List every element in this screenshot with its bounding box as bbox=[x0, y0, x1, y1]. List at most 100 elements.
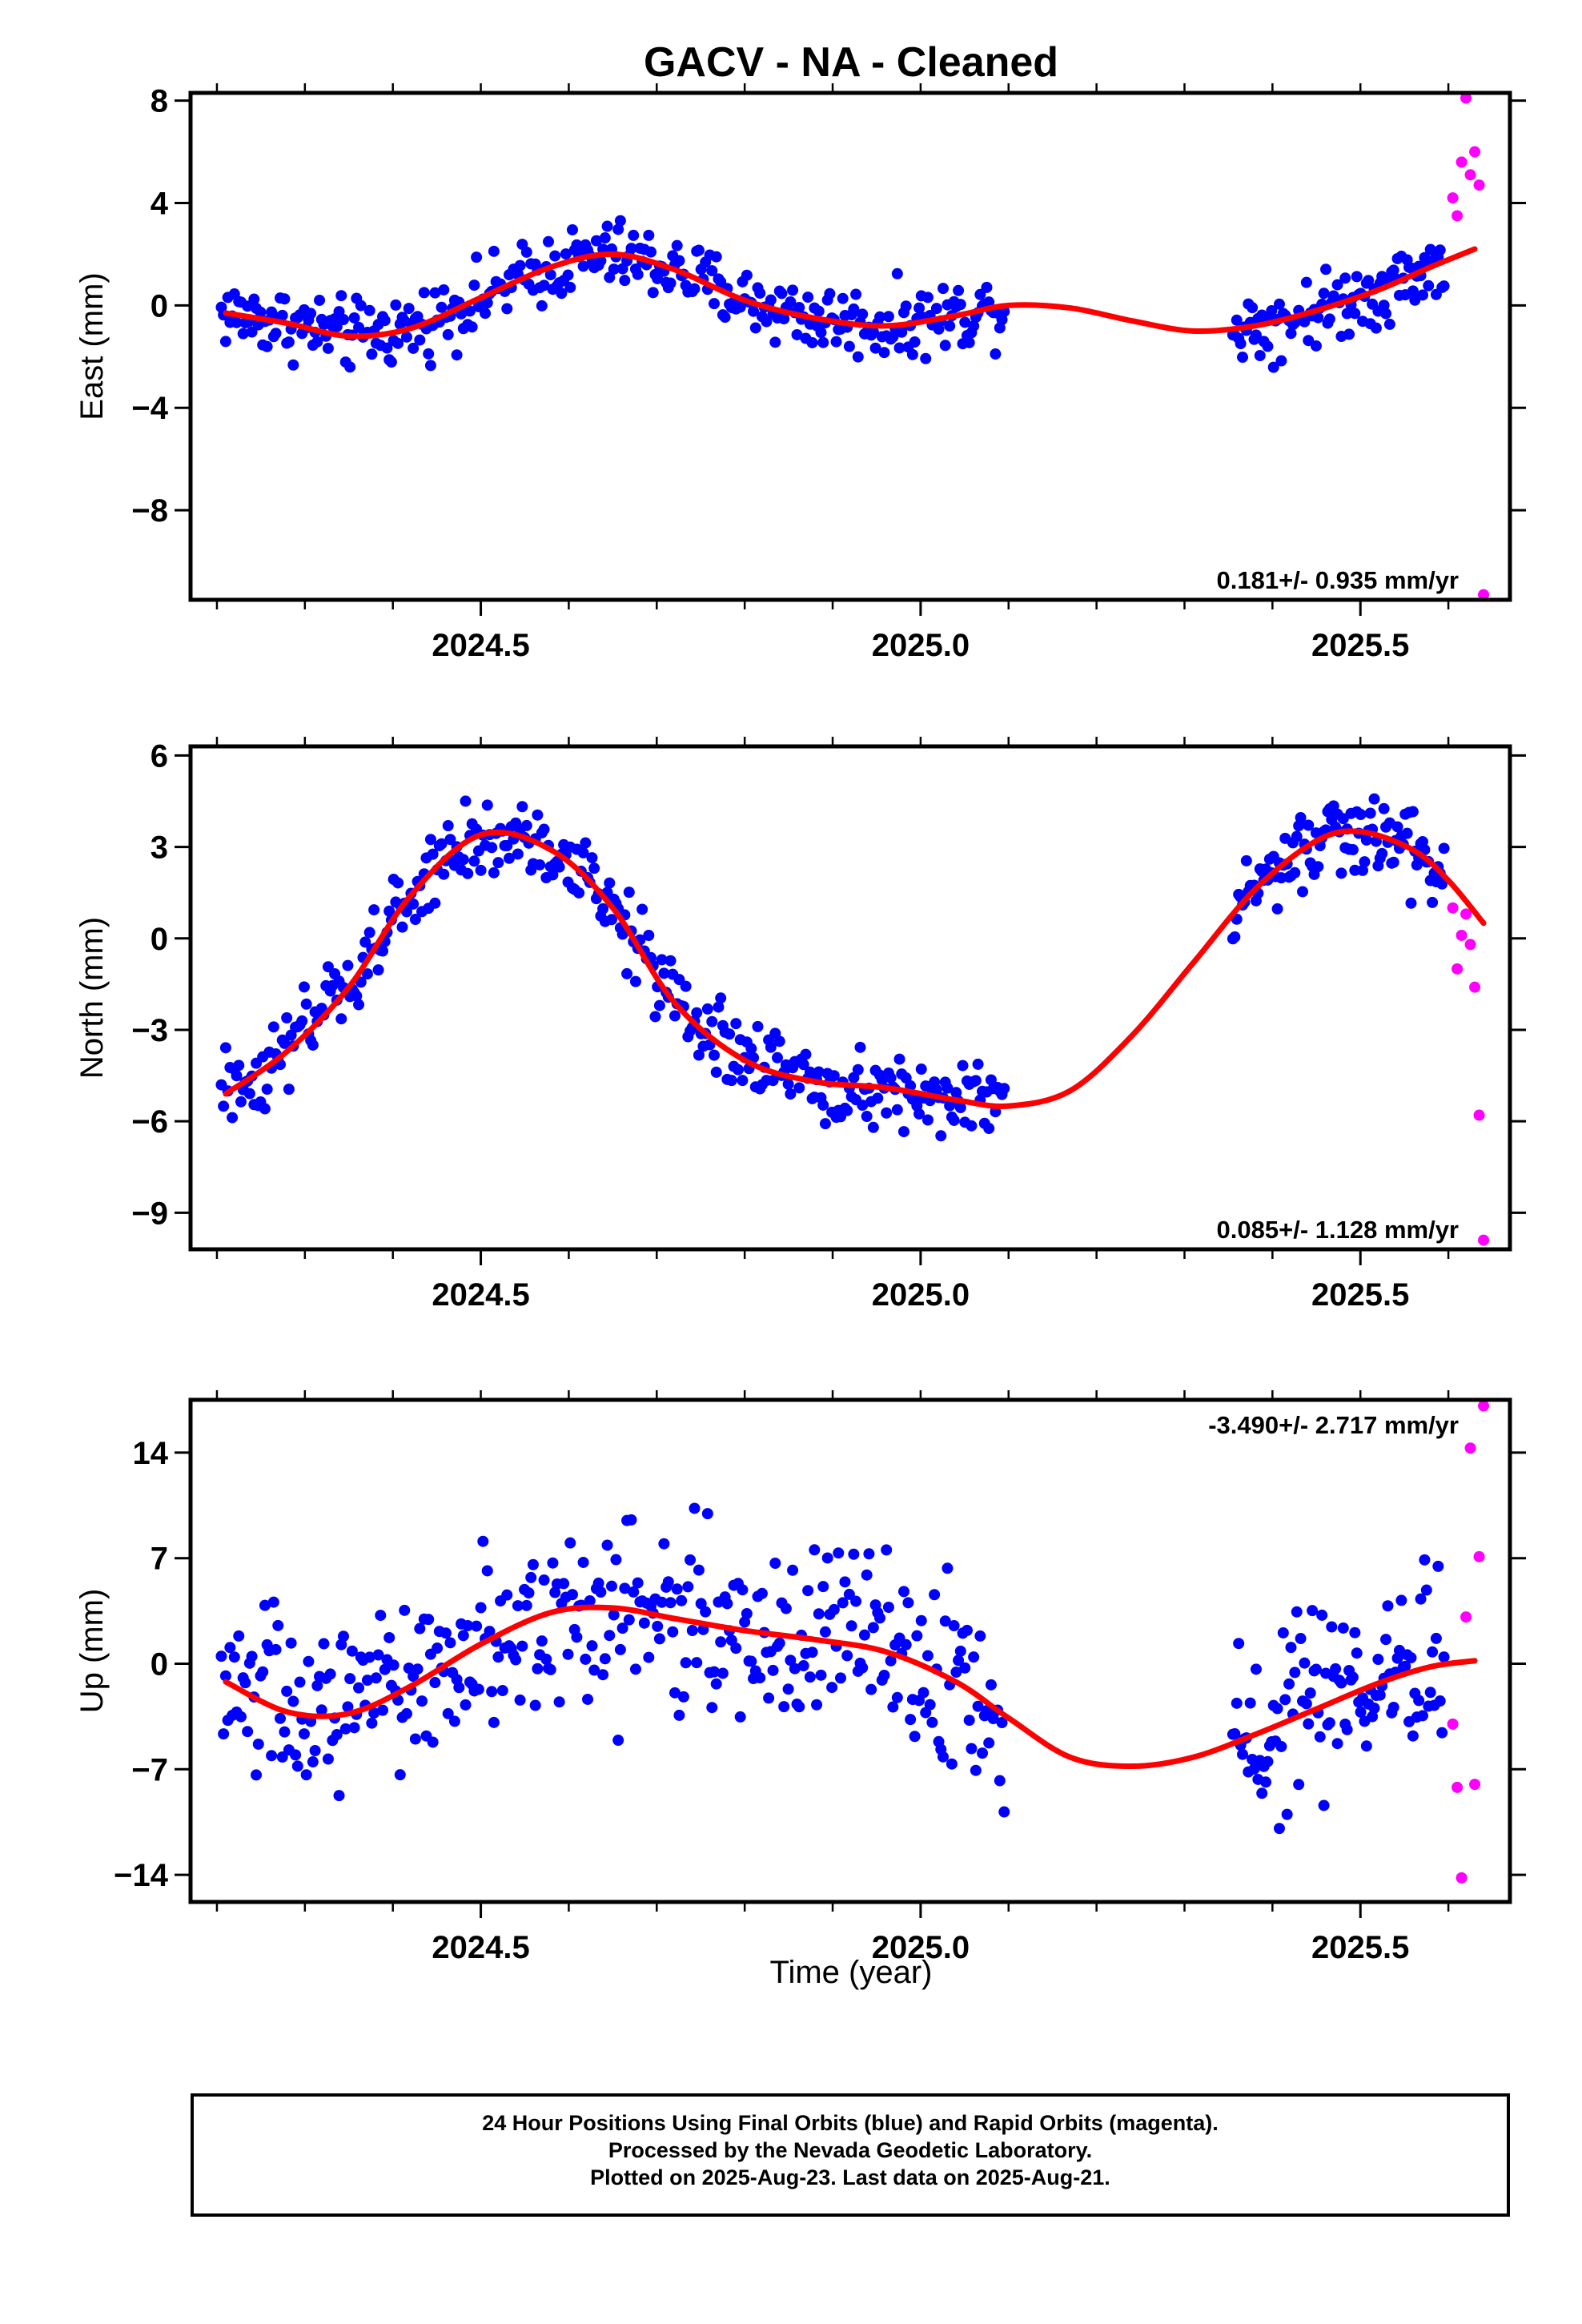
final-orbit-point bbox=[773, 1035, 785, 1047]
final-orbit-point bbox=[1359, 856, 1371, 868]
final-orbit-point bbox=[900, 1638, 912, 1651]
x-tick-label: 2025.5 bbox=[1311, 628, 1409, 663]
final-orbit-point bbox=[1427, 896, 1439, 908]
rapid-orbit-point bbox=[1456, 156, 1468, 168]
final-orbit-point bbox=[1416, 1710, 1428, 1722]
final-orbit-point bbox=[460, 795, 472, 807]
final-orbit-point bbox=[586, 852, 598, 864]
final-orbit-point bbox=[966, 1743, 978, 1755]
final-orbit-point bbox=[954, 1645, 966, 1657]
final-orbit-point bbox=[638, 1617, 650, 1629]
final-orbit-point bbox=[427, 848, 439, 860]
final-orbit-point bbox=[1383, 318, 1395, 330]
final-orbit-point bbox=[721, 1598, 733, 1610]
final-orbit-point bbox=[525, 1571, 537, 1583]
final-orbit-point bbox=[224, 1642, 236, 1654]
final-orbit-point bbox=[665, 1597, 677, 1609]
final-orbit-point bbox=[270, 1643, 282, 1655]
final-orbit-point bbox=[915, 1063, 927, 1076]
final-orbit-point bbox=[242, 1726, 254, 1738]
final-orbit-point bbox=[785, 1088, 797, 1100]
final-orbit-point bbox=[653, 1633, 665, 1645]
final-orbit-point bbox=[492, 857, 504, 869]
final-orbit-point bbox=[897, 1586, 909, 1598]
final-orbit-point bbox=[833, 1547, 845, 1559]
final-orbit-point bbox=[686, 1625, 698, 1637]
final-orbit-point bbox=[734, 1711, 746, 1723]
y-axis-label: North (mm) bbox=[74, 917, 110, 1079]
final-orbit-point bbox=[917, 1687, 930, 1699]
final-orbit-point bbox=[881, 1544, 893, 1556]
final-orbit-point bbox=[804, 1671, 816, 1683]
north-data bbox=[215, 793, 1490, 1246]
final-orbit-point bbox=[845, 1620, 857, 1632]
final-orbit-point bbox=[793, 1701, 805, 1713]
final-orbit-point bbox=[484, 1626, 496, 1638]
final-orbit-point bbox=[605, 1580, 617, 1592]
final-orbit-point bbox=[830, 336, 842, 348]
final-orbit-point bbox=[826, 1682, 838, 1694]
final-orbit-point bbox=[1341, 308, 1353, 320]
final-orbit-point bbox=[1401, 827, 1413, 839]
final-orbit-point bbox=[1438, 280, 1450, 292]
final-orbit-point bbox=[981, 281, 993, 293]
final-orbit-point bbox=[782, 1078, 794, 1090]
final-orbit-point bbox=[481, 297, 493, 309]
x-tick-label: 2025.5 bbox=[1311, 1930, 1409, 1965]
final-orbit-point bbox=[377, 1704, 389, 1716]
final-orbit-point bbox=[279, 1726, 291, 1738]
final-orbit-point bbox=[891, 1691, 903, 1703]
final-orbit-point bbox=[540, 1653, 552, 1665]
final-orbit-point bbox=[532, 809, 544, 821]
final-orbit-point bbox=[821, 1552, 833, 1564]
rapid-orbit-point bbox=[1464, 939, 1476, 951]
final-orbit-point bbox=[819, 1118, 831, 1130]
final-orbit-point bbox=[363, 927, 375, 939]
final-orbit-point bbox=[1335, 1677, 1347, 1689]
fit-curve bbox=[223, 246, 1478, 340]
final-orbit-point bbox=[891, 267, 903, 279]
final-orbit-point bbox=[730, 1018, 742, 1030]
final-orbit-point bbox=[802, 292, 814, 304]
final-orbit-point bbox=[732, 1063, 744, 1076]
final-orbit-point bbox=[709, 1666, 721, 1678]
final-orbit-point bbox=[857, 1100, 869, 1112]
final-orbit-point bbox=[566, 1589, 578, 1601]
final-orbit-point bbox=[652, 272, 664, 284]
velocity-annotation: 0.181+/- 0.935 mm/yr bbox=[1217, 566, 1459, 594]
final-orbit-point bbox=[344, 1673, 356, 1685]
final-orbit-point bbox=[337, 314, 349, 326]
final-orbit-point bbox=[438, 283, 450, 296]
final-orbit-point bbox=[300, 1769, 312, 1781]
rapid-orbit-point bbox=[1473, 1109, 1485, 1121]
final-orbit-point bbox=[863, 1548, 875, 1560]
final-orbit-point bbox=[322, 342, 334, 354]
final-orbit-point bbox=[1323, 1717, 1335, 1729]
final-orbit-point bbox=[219, 336, 231, 348]
final-orbit-point bbox=[370, 1672, 382, 1684]
final-orbit-point bbox=[625, 243, 637, 255]
final-orbit-point bbox=[848, 303, 860, 315]
final-orbit-point bbox=[1295, 812, 1307, 824]
final-orbit-point bbox=[906, 348, 918, 360]
final-orbit-point bbox=[954, 1102, 966, 1114]
final-orbit-point bbox=[516, 1640, 528, 1652]
rapid-orbit-point bbox=[1447, 192, 1459, 204]
final-orbit-point bbox=[765, 294, 777, 306]
final-orbit-point bbox=[1303, 1718, 1315, 1730]
final-orbit-point bbox=[974, 288, 986, 300]
final-orbit-point bbox=[834, 1672, 846, 1684]
final-orbit-point bbox=[841, 1104, 853, 1116]
final-orbit-point bbox=[363, 1651, 375, 1663]
final-orbit-point bbox=[913, 302, 926, 314]
y-tick-label: −7 bbox=[131, 1752, 168, 1787]
final-orbit-point bbox=[748, 305, 760, 317]
final-orbit-point bbox=[337, 1630, 349, 1642]
final-orbit-point bbox=[427, 1736, 439, 1748]
final-orbit-point bbox=[809, 1544, 821, 1556]
final-orbit-point bbox=[267, 1596, 279, 1608]
final-orbit-point bbox=[691, 1007, 703, 1019]
figure-title: GACV - NA - Cleaned bbox=[644, 39, 1058, 86]
y-tick-label: 3 bbox=[151, 830, 168, 866]
final-orbit-point bbox=[385, 356, 397, 368]
